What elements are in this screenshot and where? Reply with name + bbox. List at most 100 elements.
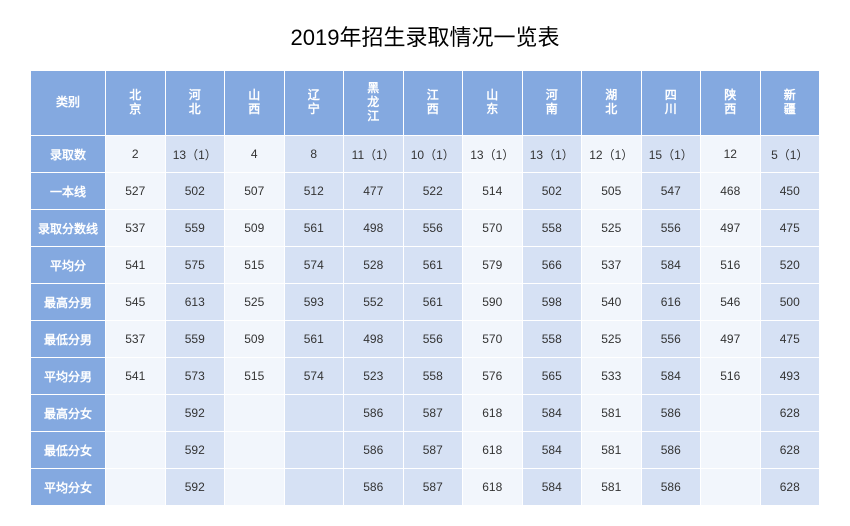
data-cell: 498 (344, 210, 404, 247)
data-cell: 586 (641, 395, 701, 432)
table-row: 平均分女592586587618584581586628 (31, 469, 820, 506)
row-header: 平均分女 (31, 469, 106, 506)
data-cell: 573 (165, 358, 225, 395)
data-cell: 493 (760, 358, 820, 395)
col-header-province: 湖北 (582, 71, 642, 136)
data-cell: 525 (582, 210, 642, 247)
row-header: 最高分女 (31, 395, 106, 432)
table-row: 最低分女592586587618584581586628 (31, 432, 820, 469)
table-row: 平均分男541573515574523558576565533584516493 (31, 358, 820, 395)
data-cell: 592 (165, 469, 225, 506)
data-cell: 574 (284, 358, 344, 395)
data-cell: 561 (284, 321, 344, 358)
data-cell: 565 (522, 358, 582, 395)
row-header: 最高分男 (31, 284, 106, 321)
data-cell: 586 (641, 432, 701, 469)
data-cell: 545 (106, 284, 166, 321)
data-cell: 15（1） (641, 136, 701, 173)
data-cell: 509 (225, 321, 285, 358)
data-cell: 547 (641, 173, 701, 210)
data-cell: 12 (701, 136, 761, 173)
row-header: 一本线 (31, 173, 106, 210)
data-cell (284, 432, 344, 469)
data-cell: 575 (165, 247, 225, 284)
data-cell: 498 (344, 321, 404, 358)
col-header-province: 四川 (641, 71, 701, 136)
data-cell: 584 (522, 395, 582, 432)
data-cell: 4 (225, 136, 285, 173)
data-cell: 579 (463, 247, 523, 284)
data-cell: 561 (403, 247, 463, 284)
data-cell: 584 (641, 358, 701, 395)
table-row: 录取数213（1）4811（1）10（1）13（1）13（1）12（1）15（1… (31, 136, 820, 173)
data-cell (701, 395, 761, 432)
table-row: 最高分女592586587618584581586628 (31, 395, 820, 432)
data-cell (225, 469, 285, 506)
data-cell (106, 395, 166, 432)
data-cell: 514 (463, 173, 523, 210)
data-cell: 566 (522, 247, 582, 284)
data-cell: 525 (582, 321, 642, 358)
col-header-province: 山西 (225, 71, 285, 136)
data-cell (701, 432, 761, 469)
data-cell: 525 (225, 284, 285, 321)
data-cell: 556 (641, 210, 701, 247)
data-cell: 618 (463, 469, 523, 506)
data-cell: 477 (344, 173, 404, 210)
data-cell: 522 (403, 173, 463, 210)
data-cell: 5（1） (760, 136, 820, 173)
table-row: 平均分541575515574528561579566537584516520 (31, 247, 820, 284)
data-cell (225, 395, 285, 432)
data-cell: 509 (225, 210, 285, 247)
data-cell (284, 469, 344, 506)
data-cell: 561 (403, 284, 463, 321)
data-cell (106, 469, 166, 506)
data-cell: 618 (463, 432, 523, 469)
data-cell: 475 (760, 210, 820, 247)
data-cell: 500 (760, 284, 820, 321)
data-cell: 587 (403, 432, 463, 469)
data-cell: 592 (165, 395, 225, 432)
data-cell: 552 (344, 284, 404, 321)
data-cell: 558 (403, 358, 463, 395)
data-cell: 10（1） (403, 136, 463, 173)
data-cell: 520 (760, 247, 820, 284)
data-cell: 590 (463, 284, 523, 321)
data-cell: 618 (463, 395, 523, 432)
row-header: 最低分男 (31, 321, 106, 358)
data-cell: 584 (522, 432, 582, 469)
data-cell: 628 (760, 432, 820, 469)
data-cell: 574 (284, 247, 344, 284)
data-cell (701, 469, 761, 506)
data-cell: 537 (106, 321, 166, 358)
col-header-province: 黑龙江 (344, 71, 404, 136)
data-cell: 512 (284, 173, 344, 210)
data-cell: 586 (641, 469, 701, 506)
data-cell: 502 (165, 173, 225, 210)
data-cell: 558 (522, 210, 582, 247)
data-cell: 581 (582, 395, 642, 432)
data-cell: 537 (582, 247, 642, 284)
data-cell: 586 (344, 469, 404, 506)
data-cell: 497 (701, 210, 761, 247)
data-cell: 450 (760, 173, 820, 210)
row-header: 平均分 (31, 247, 106, 284)
data-cell: 593 (284, 284, 344, 321)
data-cell: 12（1） (582, 136, 642, 173)
row-header: 最低分女 (31, 432, 106, 469)
col-header-province: 陕西 (701, 71, 761, 136)
data-cell: 527 (106, 173, 166, 210)
row-header: 录取分数线 (31, 210, 106, 247)
row-header: 平均分男 (31, 358, 106, 395)
data-cell: 541 (106, 247, 166, 284)
data-cell: 2 (106, 136, 166, 173)
data-cell: 13（1） (165, 136, 225, 173)
data-cell: 537 (106, 210, 166, 247)
data-cell: 546 (701, 284, 761, 321)
data-cell: 516 (701, 247, 761, 284)
data-cell: 561 (284, 210, 344, 247)
data-cell: 505 (582, 173, 642, 210)
data-cell (225, 432, 285, 469)
page-title: 2019年招生录取情况一览表 (30, 20, 820, 52)
col-header-province: 江西 (403, 71, 463, 136)
